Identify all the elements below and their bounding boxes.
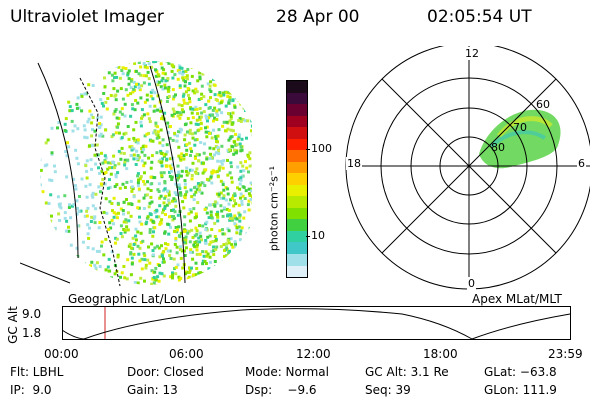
colorbar-segment xyxy=(287,242,307,254)
colorbar-segment xyxy=(287,173,307,185)
mlt-line xyxy=(381,78,557,254)
projection-label-left: Geographic Lat/Lon xyxy=(68,292,186,306)
colorbar-tick-100: 100 xyxy=(311,142,332,155)
colorbar-segment xyxy=(287,81,307,93)
time-tick-1800: 18:00 xyxy=(423,347,458,361)
glat-info: GLat: −63.8 xyxy=(484,365,557,379)
altitude-tick-high: 9.0 xyxy=(22,307,42,321)
mlat-label-60: 60 xyxy=(536,98,550,111)
projection-label-right: Apex MLat/MLT xyxy=(472,292,562,306)
colorbar-segment xyxy=(287,127,307,139)
door-info: Door: Closed xyxy=(127,365,204,379)
altitude-axis-title: GC Alt xyxy=(6,306,20,344)
grid-line xyxy=(20,262,71,284)
ip-info: IP: 9.0 xyxy=(10,383,52,397)
meridian-line xyxy=(149,65,186,284)
colorbar-segment xyxy=(287,196,307,208)
time-tick-0000: 00:00 xyxy=(44,347,79,361)
time-label: 02:05:54 UT xyxy=(427,7,532,27)
colorbar-segment xyxy=(287,161,307,174)
colorbar-segment xyxy=(287,253,307,266)
altitude-plot xyxy=(62,306,571,340)
uv-image-panel xyxy=(20,61,252,287)
mlat-label-70: 70 xyxy=(513,121,527,134)
mlt-label-6: 6 xyxy=(577,157,586,170)
time-tick-1200: 12:00 xyxy=(296,347,331,361)
auroral-oval-patch xyxy=(479,109,561,169)
mlt-label-0: 0 xyxy=(467,277,476,290)
mlt-label-18: 18 xyxy=(346,157,362,170)
mlat-label-80: 80 xyxy=(491,141,505,154)
colorbar xyxy=(286,80,308,278)
altitude-tick-low: 1.8 xyxy=(22,326,42,340)
seq-info: Seq: 39 xyxy=(365,383,411,397)
colorbar-segment xyxy=(287,230,307,243)
colorbar-segment xyxy=(287,184,307,197)
mode-info: Mode: Normal xyxy=(245,365,329,379)
dsp-info: Dsp: −9.6 xyxy=(245,383,317,397)
colorbar-unit-label: photon cm⁻²s⁻¹ xyxy=(267,165,281,252)
glon-info: GLon: 111.9 xyxy=(484,383,557,397)
coastline xyxy=(79,77,121,287)
instrument-title: Ultraviolet Imager xyxy=(10,7,164,27)
filter-info: Flt: LBHL xyxy=(10,365,64,379)
colorbar-segment xyxy=(287,207,307,220)
altitude-curve xyxy=(62,308,571,340)
time-tick-2359: 23:59 xyxy=(548,347,583,361)
colorbar-segment xyxy=(287,150,307,162)
colorbar-segment xyxy=(287,265,307,278)
meridian-line xyxy=(37,62,79,259)
colorbar-segment xyxy=(287,104,307,116)
colorbar-segment xyxy=(287,219,307,231)
colorbar-segment xyxy=(287,138,307,151)
date-label: 28 Apr 00 xyxy=(276,7,360,27)
polar-plot xyxy=(345,46,590,290)
time-tick-0600: 06:00 xyxy=(169,347,204,361)
gain-info: Gain: 13 xyxy=(127,383,178,397)
gc-alt-info: GC Alt: 3.1 Re xyxy=(365,365,449,379)
auroral-emission-speckle xyxy=(40,61,252,285)
colorbar-segment xyxy=(287,115,307,128)
colorbar-segment xyxy=(287,92,307,105)
mlt-label-12: 12 xyxy=(464,47,480,60)
colorbar-tick-10: 10 xyxy=(311,229,325,242)
